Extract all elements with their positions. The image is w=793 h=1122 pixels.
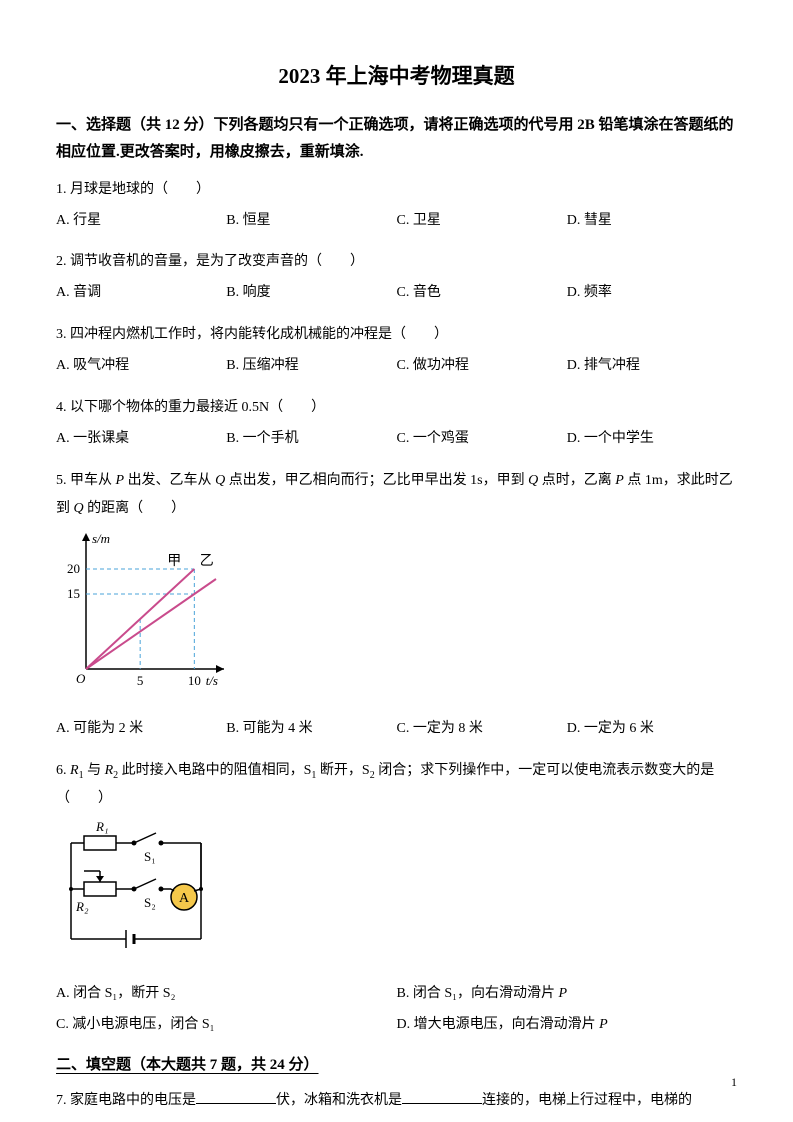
q3-opt-b: B. 压缩冲程 [226,351,396,382]
st-graph-icon: 15 20 5 10 Os/m t/s 甲 乙 [56,531,226,691]
q5-stem-t4: 点时，乙离 [538,473,615,488]
q1-opt-b: B. 恒星 [226,206,396,237]
q6-t4: 断开，S [316,763,369,778]
q6-opt-c: C. 减小电源电压，闭合 S₁ [56,1010,397,1041]
question-4: 4. 以下哪个物体的重力最接近 0.5N（ ） A. 一张课桌 B. 一个手机 … [56,394,737,455]
q6-opt-b-t: B. 闭合 S₁，向右滑动滑片 [397,986,559,1001]
q6-R2: R [105,763,114,778]
q6-t3: 此时接入电路中的阻值相同，S [118,763,311,778]
q6-opt-b-p: P [559,986,568,1001]
svg-text:s/m: s/m [92,531,110,546]
q5-P1: P [116,473,125,488]
svg-text:S₂: S₂ [144,895,156,910]
q5-stem: 5. 甲车从 P 出发、乙车从 Q 点出发，甲乙相向而行；乙比甲早出发 1s，甲… [56,467,737,523]
section1-header: 一、选择题（共 12 分）下列各题均只有一个正确选项，请将正确选项的代号用 2B… [56,112,737,166]
q3-opt-d: D. 排气冲程 [567,351,737,382]
svg-text:t/s: t/s [206,673,218,688]
q5-opt-d: D. 一定为 6 米 [567,714,737,745]
q5-Q1: Q [215,473,225,488]
svg-text:O: O [76,671,86,686]
circuit-diagram-icon: A R₁ R₂ S₁ S₂ [56,821,216,956]
question-6: 6. R1 与 R2 此时接入电路中的阻值相同，S1 断开，S2 闭合；求下列操… [56,757,737,1041]
svg-text:乙: 乙 [200,553,214,569]
q6-t2: 与 [84,763,105,778]
q3-options: A. 吸气冲程 B. 压缩冲程 C. 做功冲程 D. 排气冲程 [56,351,737,382]
q2-opt-c: C. 音色 [397,278,567,309]
q6-t1: 6. [56,763,70,778]
q5-graph: 15 20 5 10 Os/m t/s 甲 乙 [56,531,737,702]
q4-stem: 4. 以下哪个物体的重力最接近 0.5N（ ） [56,394,737,422]
question-1: 1. 月球是地球的（ ） A. 行星 B. 恒星 C. 卫星 D. 彗星 [56,176,737,237]
svg-text:R₂: R₂ [75,899,89,914]
q1-opt-a: A. 行星 [56,206,226,237]
svg-text:A: A [179,891,190,906]
q5-Q3: Q [74,501,84,516]
q2-opt-a: A. 音调 [56,278,226,309]
q5-Q2: Q [528,473,538,488]
q2-opt-d: D. 频率 [567,278,737,309]
q2-opt-b: B. 响度 [226,278,396,309]
page-title: 2023 年上海中考物理真题 [56,60,737,94]
question-5: 5. 甲车从 P 出发、乙车从 Q 点出发，甲乙相向而行；乙比甲早出发 1s，甲… [56,467,737,745]
svg-text:5: 5 [137,673,144,688]
svg-text:20: 20 [67,561,80,576]
q7-p1: 7. 家庭电路中的电压是 [56,1093,196,1108]
q4-opt-c: C. 一个鸡蛋 [397,424,567,455]
q5-opt-c: C. 一定为 8 米 [397,714,567,745]
q1-opt-c: C. 卫星 [397,206,567,237]
q2-options: A. 音调 B. 响度 C. 音色 D. 频率 [56,278,737,309]
q4-options: A. 一张课桌 B. 一个手机 C. 一个鸡蛋 D. 一个中学生 [56,424,737,455]
svg-text:15: 15 [67,586,80,601]
q7-stem: 7. 家庭电路中的电压是 伏，冰箱和洗衣机是 连接的，电梯上行过程中，电梯的 [56,1087,737,1115]
question-2: 2. 调节收音机的音量，是为了改变声音的（ ） A. 音调 B. 响度 C. 音… [56,248,737,309]
q2-stem: 2. 调节收音机的音量，是为了改变声音的（ ） [56,248,737,276]
q6-R1: R [70,763,79,778]
q5-stem-t1: 5. 甲车从 [56,473,116,488]
q6-opt-d-p: P [599,1017,608,1032]
page-number: 1 [731,1073,737,1092]
q6-opt-b: B. 闭合 S₁，向右滑动滑片 P [397,979,738,1010]
q3-stem: 3. 四冲程内燃机工作时，将内能转化成机械能的冲程是（ ） [56,321,737,349]
q7-blank2 [402,1090,482,1104]
q5-opt-b: B. 可能为 4 米 [226,714,396,745]
section2-header: 二、填空题（本大题共 7 题，共 24 分） [56,1053,737,1077]
q5-opt-a: A. 可能为 2 米 [56,714,226,745]
svg-text:10: 10 [188,673,201,688]
svg-text:R₁: R₁ [95,821,108,834]
q1-opt-d: D. 彗星 [567,206,737,237]
q6-options: A. 闭合 S₁，断开 S₂ B. 闭合 S₁，向右滑动滑片 P C. 减小电源… [56,979,737,1041]
q6-stem: 6. R1 与 R2 此时接入电路中的阻值相同，S1 断开，S2 闭合；求下列操… [56,757,737,814]
q6-opt-a: A. 闭合 S₁，断开 S₂ [56,979,397,1010]
q6-circuit: A R₁ R₂ S₁ S₂ [56,821,737,967]
q6-opt-d-t: D. 增大电源电压，向右滑动滑片 [397,1017,600,1032]
svg-text:甲: 甲 [167,554,181,569]
q5-stem-t2: 出发、乙车从 [124,473,215,488]
q5-options: A. 可能为 2 米 B. 可能为 4 米 C. 一定为 8 米 D. 一定为 … [56,714,737,745]
q6-opt-d: D. 增大电源电压，向右滑动滑片 P [397,1010,738,1041]
q5-stem-t6: 的距离（ ） [84,501,186,516]
q7-p3: 连接的，电梯上行过程中，电梯的 [482,1093,692,1108]
q3-opt-a: A. 吸气冲程 [56,351,226,382]
q4-opt-a: A. 一张课桌 [56,424,226,455]
svg-text:S₁: S₁ [144,849,156,864]
q3-opt-c: C. 做功冲程 [397,351,567,382]
q7-p2: 伏，冰箱和洗衣机是 [276,1093,402,1108]
q4-opt-d: D. 一个中学生 [567,424,737,455]
q5-P2: P [615,473,624,488]
q1-options: A. 行星 B. 恒星 C. 卫星 D. 彗星 [56,206,737,237]
q4-opt-b: B. 一个手机 [226,424,396,455]
question-3: 3. 四冲程内燃机工作时，将内能转化成机械能的冲程是（ ） A. 吸气冲程 B.… [56,321,737,382]
q5-stem-t3: 点出发，甲乙相向而行；乙比甲早出发 1s，甲到 [225,473,528,488]
q1-stem: 1. 月球是地球的（ ） [56,176,737,204]
q7-blank1 [196,1090,276,1104]
question-7: 7. 家庭电路中的电压是 伏，冰箱和洗衣机是 连接的，电梯上行过程中，电梯的 [56,1087,737,1115]
